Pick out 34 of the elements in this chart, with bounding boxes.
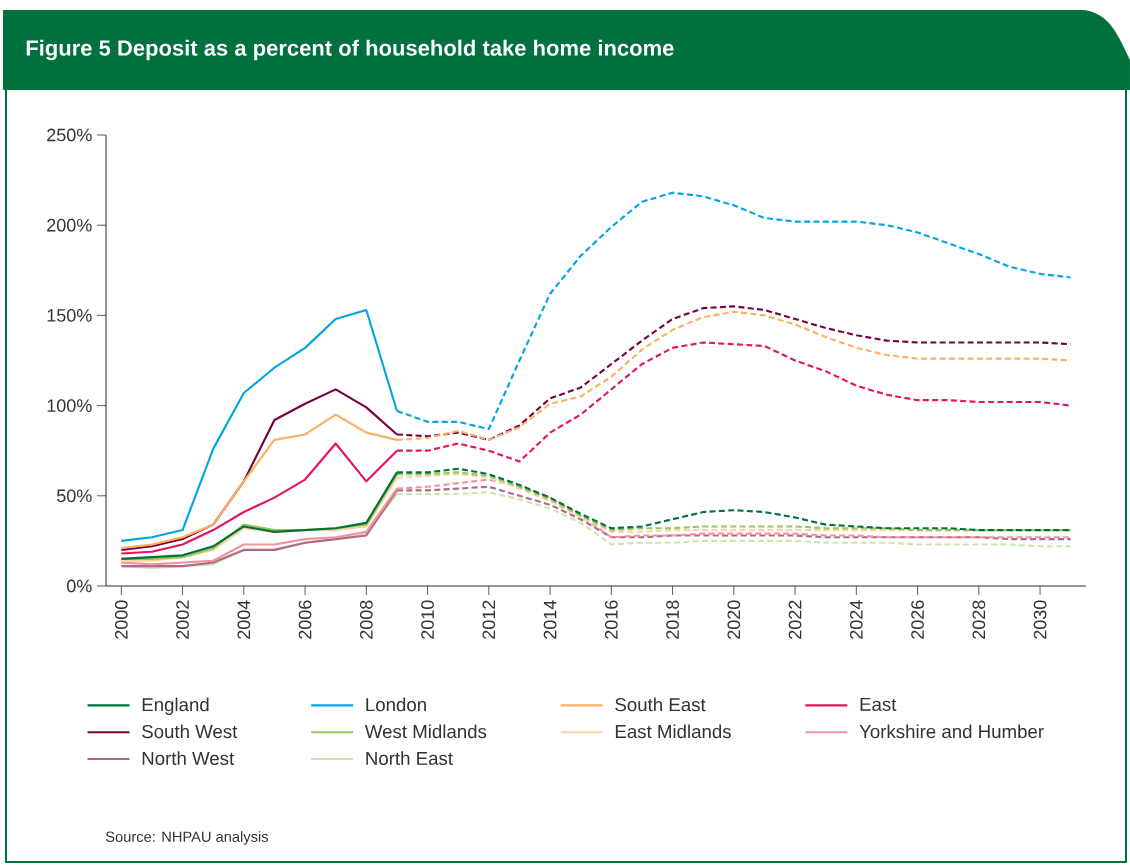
y-tick-label: 200%	[47, 218, 92, 232]
y-tick-label: 50%	[56, 489, 92, 503]
x-tick-label: 2004	[237, 600, 251, 639]
legend-label: West Midlands	[364, 724, 487, 739]
x-tick-label: 2028	[972, 600, 986, 639]
x-tick-label: 2026	[911, 600, 924, 639]
legend-label: London	[366, 697, 426, 712]
x-tick-label: 2012	[482, 600, 496, 639]
x-tick-label: 2014	[543, 600, 557, 639]
x-tick-label: 2006	[298, 600, 312, 639]
legend-label: North East	[366, 751, 453, 766]
y-tick-label: 150%	[47, 309, 92, 322]
x-tick-label: 2030	[1033, 600, 1047, 639]
x-tick-label: 2022	[788, 600, 802, 639]
x-tick-label: 2010	[421, 600, 434, 639]
legend-label: East	[860, 697, 897, 711]
legend-label: South West	[142, 724, 238, 739]
y-tick-label: 100%	[47, 399, 92, 412]
x-tick-label: 2024	[849, 600, 863, 639]
legend-label: Yorkshire and Humber	[859, 724, 1044, 739]
y-tick-label: 0%	[67, 579, 92, 593]
x-tick-label: 2008	[359, 600, 373, 639]
chart-title: Figure 5 Deposit as a percent of household take home income	[26, 39, 674, 61]
x-tick-label: 2016	[604, 600, 618, 639]
legend-label: East Midlands	[615, 724, 731, 739]
x-tick-label: 2018	[666, 600, 679, 639]
x-tick-label: 2002	[176, 600, 189, 639]
x-tick-label: 2020	[727, 600, 741, 639]
legend-label: South East	[615, 697, 706, 712]
legend-label: North West	[142, 751, 235, 766]
y-tick-label: 250%	[47, 128, 92, 142]
x-tick-label: 2000	[114, 600, 128, 639]
legend-label: England	[142, 697, 209, 715]
source-note: Source: NHPAU analysis	[105, 831, 269, 845]
